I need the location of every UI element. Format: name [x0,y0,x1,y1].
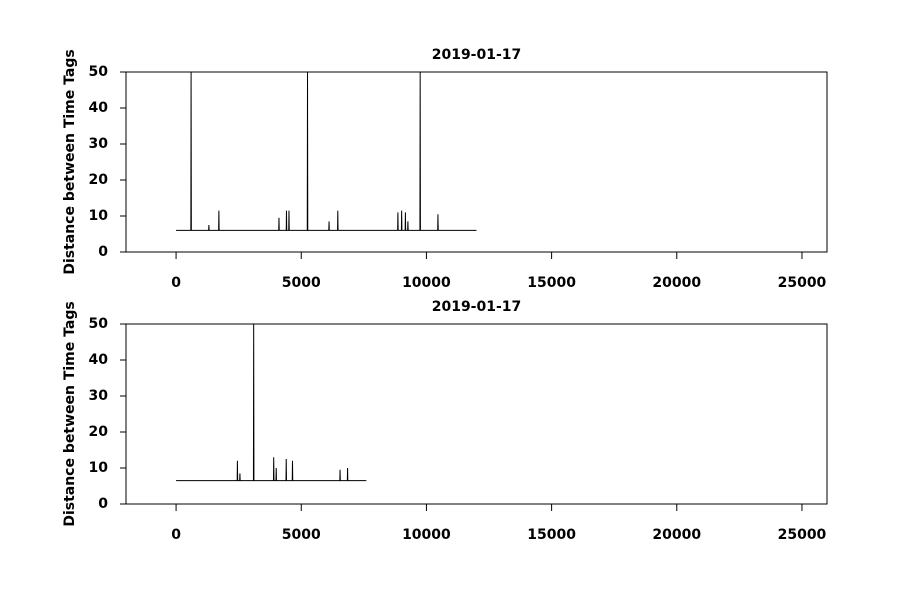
y-tick-label: 50 [89,316,109,332]
x-tick-label: 5000 [282,275,321,291]
y-tick-label: 10 [89,460,109,476]
x-tick-label: 25000 [778,527,827,543]
x-tick-label: 0 [171,527,181,543]
data-line [176,324,367,482]
x-tick-label: 5000 [282,527,321,543]
x-tick-label: 15000 [527,275,576,291]
x-tick-label: 15000 [527,527,576,543]
x-tick-label: 20000 [652,275,701,291]
y-tick-label: 40 [89,352,109,368]
x-tick-label: 20000 [652,527,701,543]
y-tick-label: 40 [89,100,109,116]
y-tick-label: 30 [89,388,109,404]
y-axis-label: Distance between Time Tags [62,301,78,526]
plot-frame [125,323,828,505]
y-tick-label: 50 [89,64,109,80]
x-tick-label: 0 [171,275,181,291]
plot-frame [125,71,828,253]
y-tick-label: 0 [98,244,108,260]
y-axis-label: Distance between Time Tags [62,49,78,274]
y-tick-label: 10 [89,208,109,224]
x-tick-label: 25000 [778,275,827,291]
y-tick-label: 30 [89,136,109,152]
chart-title: 2019-01-17 [432,47,522,63]
data-line [176,72,477,231]
y-tick-label: 20 [89,172,109,188]
x-tick-label: 10000 [402,275,451,291]
chart-title: 2019-01-17 [432,299,522,315]
x-tick-label: 10000 [402,527,451,543]
y-tick-label: 0 [98,496,108,512]
y-tick-label: 20 [89,424,109,440]
